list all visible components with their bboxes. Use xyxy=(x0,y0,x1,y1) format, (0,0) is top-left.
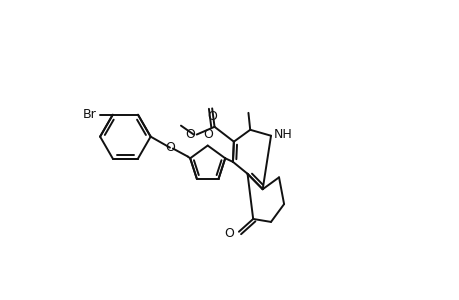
Text: O: O xyxy=(224,227,234,240)
Text: O: O xyxy=(185,128,195,141)
Text: Br: Br xyxy=(83,108,96,121)
Text: O: O xyxy=(207,110,217,123)
Text: O: O xyxy=(165,141,174,154)
Text: O: O xyxy=(202,128,212,141)
Text: NH: NH xyxy=(273,128,291,141)
